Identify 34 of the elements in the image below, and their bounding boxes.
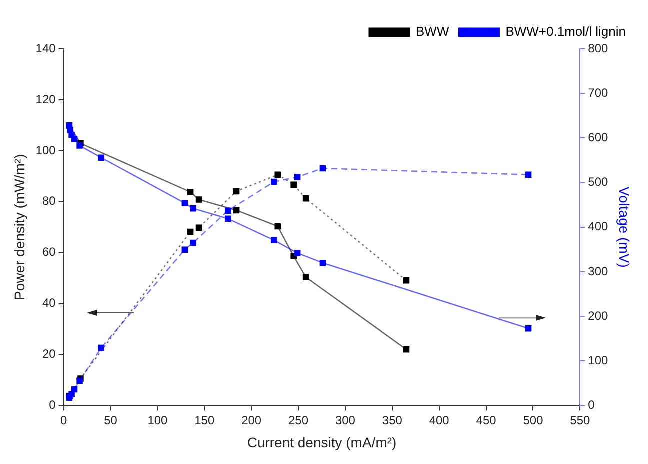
x-tick-label: 0 (60, 413, 68, 428)
y-tick-label: 60 (42, 245, 56, 260)
y-tick-label: 100 (36, 143, 56, 158)
y2-tick-label: 600 (588, 130, 609, 145)
y-tick-label: 20 (42, 347, 56, 362)
y2-tick-label: 700 (588, 86, 609, 100)
y-tick-label: 80 (42, 194, 56, 208)
y2-tick-label: 800 (588, 41, 609, 56)
y-tick-label: 120 (36, 92, 56, 106)
y2-tick-label: 100 (588, 354, 609, 368)
y2-tick-label: 300 (588, 264, 609, 278)
y2-tick-label: 500 (588, 175, 609, 190)
legend-label: BWW+0.1mol/l lignin (506, 24, 626, 40)
y-axis-title: Power density (mW/m²) (11, 154, 28, 301)
y2-axis-title: Voltage (mV) (616, 186, 633, 268)
x-tick-label: 350 (382, 413, 403, 428)
x-tick-label: 450 (476, 413, 497, 428)
x-axis-title: Current density (mA/m²) (247, 434, 397, 450)
legend-label: BWW (416, 24, 450, 40)
x-tick-label: 150 (194, 413, 215, 428)
x-tick-label: 550 (570, 413, 591, 428)
y-tick-label: 40 (42, 296, 56, 310)
x-tick-label: 250 (288, 413, 309, 428)
y2-tick-label: 0 (588, 398, 596, 412)
x-tick-label: 50 (104, 413, 118, 428)
y2-tick-label: 200 (588, 308, 609, 323)
x-tick-label: 500 (523, 413, 544, 428)
x-tick-label: 400 (429, 413, 450, 428)
y2-tick-label: 400 (588, 220, 609, 234)
x-tick-label: 300 (335, 413, 356, 428)
y-tick-label: 0 (49, 398, 56, 412)
y-tick-label: 140 (36, 41, 56, 56)
x-tick-label: 200 (242, 413, 262, 428)
x-tick-label: 100 (148, 413, 168, 428)
